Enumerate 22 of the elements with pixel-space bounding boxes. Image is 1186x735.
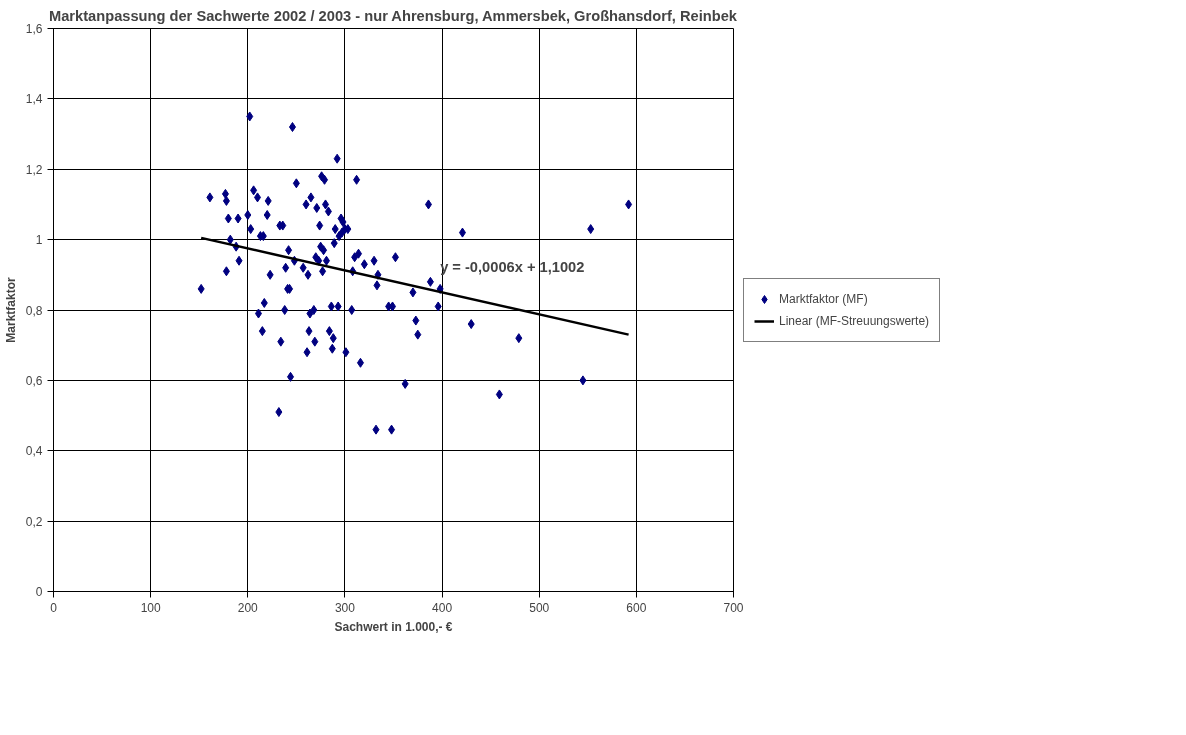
x-tick-label: 300 (334, 600, 356, 615)
y-tick-label: 0,6 (25, 373, 43, 388)
y-tick-label: 1,4 (25, 92, 43, 107)
y-tick-label: 0,2 (25, 514, 43, 529)
legend-label: Linear (MF-Streuungswerte) (779, 313, 930, 328)
x-tick-label: 500 (529, 600, 550, 615)
y-tick-label: 0,8 (25, 303, 43, 318)
y-tick-label: 1 (35, 233, 43, 248)
chart-title: Marktanpassung der Sachwerte 2002 / 2003 - nur Ahrensburg, Ammersbek, Großhansdorf, Reinbek (48, 7, 738, 24)
x-tick-label: 600 (626, 600, 647, 615)
y-tick-label: 0,4 (25, 444, 43, 459)
y-axis-title: Marktfaktor (3, 277, 18, 343)
x-tick-label: 0 (50, 600, 58, 615)
x-tick-label: 100 (140, 600, 161, 615)
x-tick-label: 700 (723, 600, 744, 615)
x-tick-label: 200 (237, 600, 259, 615)
y-tick-label: 1,2 (25, 162, 43, 177)
y-tick-label: 1,6 (25, 22, 43, 36)
x-axis-title: Sachwert in 1.000,- € (334, 619, 453, 634)
legend-label: Marktfaktor (MF) (779, 291, 868, 306)
y-tick-label: 0 (35, 585, 43, 599)
x-tick-label: 400 (432, 600, 453, 615)
